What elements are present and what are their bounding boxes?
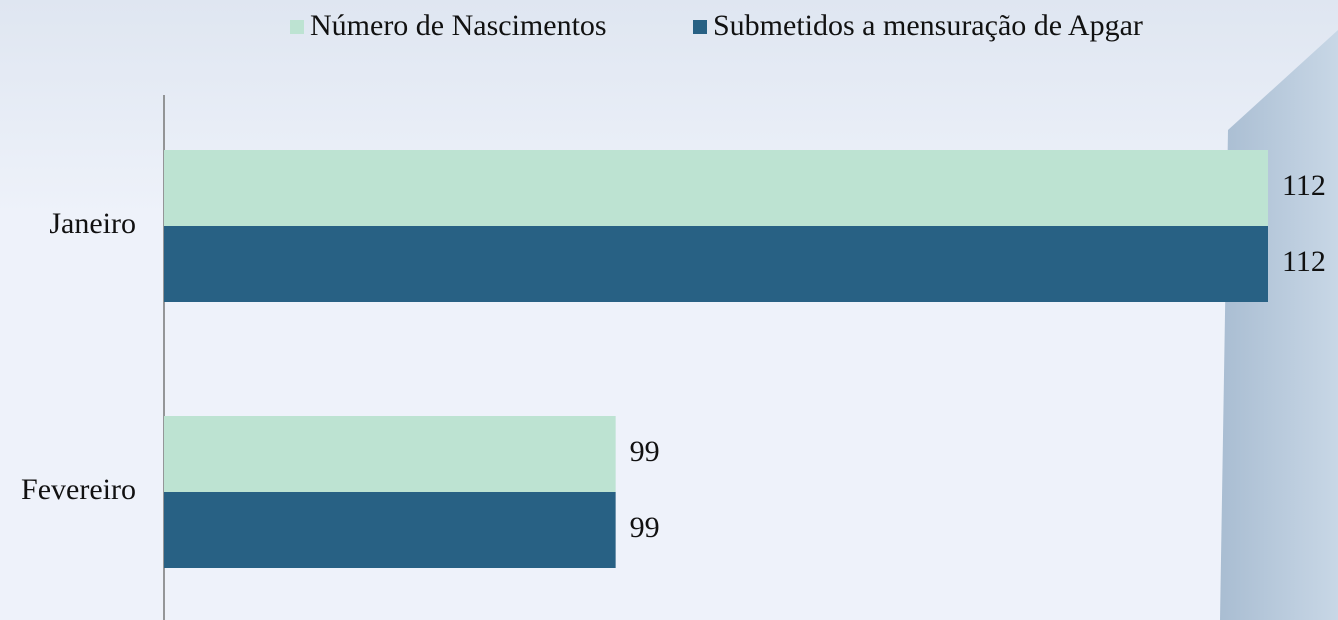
y-tick-label: Janeiro: [49, 207, 136, 240]
data-label: 99: [630, 435, 660, 468]
y-tick-label: Fevereiro: [21, 473, 136, 506]
bar: [164, 150, 1268, 226]
bar: [164, 226, 1268, 302]
data-label: 112: [1282, 169, 1326, 202]
legend-swatch: [693, 20, 707, 34]
legend-label: Submetidos a mensuração de Apgar: [713, 9, 1143, 42]
data-label: 112: [1282, 245, 1326, 278]
bar: [164, 492, 616, 568]
bar: [164, 416, 616, 492]
data-label: 99: [630, 511, 660, 544]
legend-label: Número de Nascimentos: [310, 9, 607, 42]
legend-swatch: [290, 20, 304, 34]
